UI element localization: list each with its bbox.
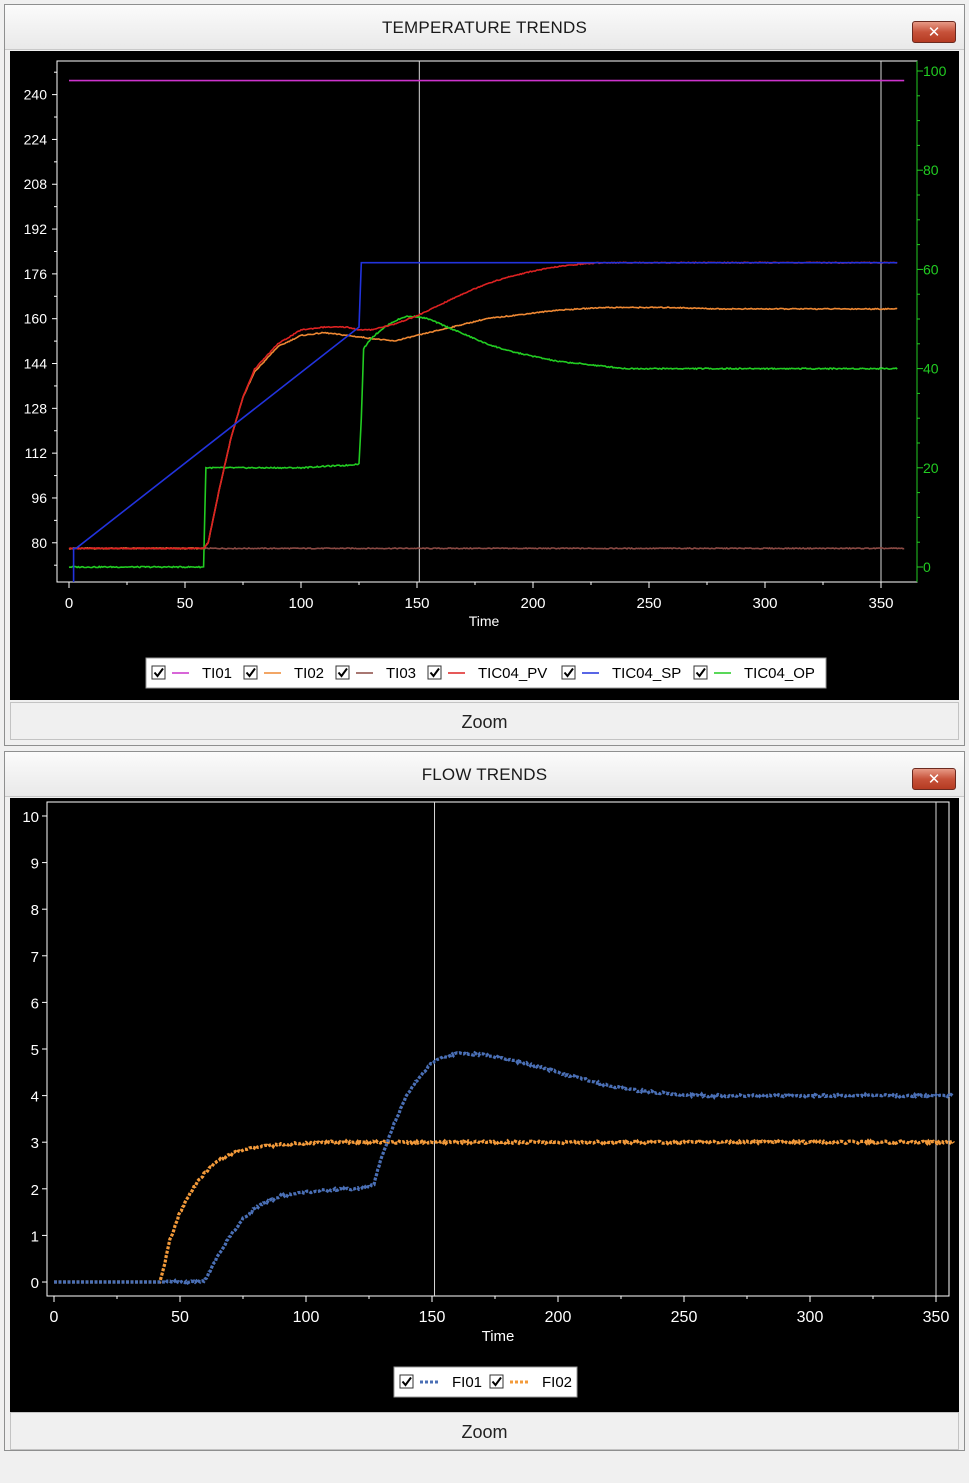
legend-label-fi02: FI02 [542, 1374, 572, 1391]
y-tick-label: 5 [31, 1042, 39, 1059]
temperature-zoom-label: Zoom [461, 712, 508, 732]
temperature-legend [145, 657, 827, 689]
x-axis-label: Time [482, 1328, 515, 1345]
series-fi02-line [54, 1138, 955, 1284]
legend-checkbox-tic04_pv [427, 665, 442, 680]
x-tick-label: 350 [868, 595, 893, 612]
legend-checkbox-ti01 [151, 665, 166, 680]
y-tick-label: 4 [31, 1089, 39, 1106]
y-tick-label: 112 [25, 445, 48, 461]
y2-tick-label: 60 [923, 261, 939, 277]
temperature-chart[interactable]: 80 96 112 128 144 160 176 192 208 224 240 0 20 40 60 80… [10, 51, 959, 700]
temperature-close-button[interactable]: ✕ [912, 21, 956, 43]
flow-zoom-label: Zoom [461, 1422, 508, 1442]
legend-checkbox-fi01 [399, 1374, 414, 1389]
flow-plot-area[interactable]: 0 1 2 3 4 5 6 7 8 9 10 0 50 100 150 200 250 300 350 Time FI0… [10, 798, 959, 1412]
flow-zoom-button[interactable]: Zoom [10, 1412, 959, 1450]
x-tick-label: 0 [50, 1309, 59, 1326]
legend-label-ti01: TI01 [202, 665, 232, 682]
y2-tick-label: 20 [923, 460, 939, 476]
y-tick-label: 224 [24, 131, 48, 147]
flow-legend [393, 1366, 578, 1398]
y-tick-label: 10 [22, 809, 39, 826]
y-tick-label: 3 [31, 1135, 39, 1152]
legend-checkbox-fi02 [489, 1374, 504, 1389]
legend-checkbox-tic04_op [693, 665, 708, 680]
y-tick-label: 176 [24, 266, 48, 282]
temperature-zoom-button[interactable]: Zoom [10, 702, 959, 740]
legend-label-tic04_sp: TIC04_SP [612, 665, 681, 682]
series-tic04_pv-line [68, 261, 898, 550]
y-tick-label: 128 [24, 400, 48, 416]
y2-tick-label: 0 [923, 559, 931, 575]
y-tick-label: 6 [31, 995, 39, 1012]
x-axis-label: Time [469, 613, 500, 629]
legend-label-tic04_op: TIC04_OP [744, 665, 815, 682]
checkmark-icon [401, 1376, 412, 1387]
y-tick-label: 192 [24, 221, 48, 237]
y2-tick-label: 40 [923, 361, 939, 377]
x-tick-label: 50 [177, 595, 194, 612]
series-tic04_op-line [68, 314, 898, 569]
y-tick-label: 8 [31, 902, 39, 919]
temperature-plot-frame [56, 60, 918, 583]
x-tick-label: 200 [545, 1309, 572, 1326]
temperature-titlebar[interactable]: TEMPERATURE TRENDS ✕ [5, 5, 964, 50]
series-fi01-line [54, 1050, 955, 1286]
flow-plot-frame [46, 801, 950, 1297]
y-tick-label: 0 [31, 1275, 39, 1292]
x-tick-label: 50 [171, 1309, 189, 1326]
y-tick-label: 7 [31, 949, 39, 966]
legend-label-ti02: TI02 [294, 665, 324, 682]
series-tic04_sp-line [72, 261, 898, 582]
x-tick-label: 150 [419, 1309, 446, 1326]
checkmark-icon [337, 667, 348, 678]
checkmark-icon [245, 667, 256, 678]
flow-panel-title: FLOW TRENDS [421, 765, 548, 784]
temperature-plot-area[interactable]: 80 96 112 128 144 160 176 192 208 224 240 0 20 40 60 80… [10, 51, 959, 700]
checkmark-icon [153, 667, 164, 678]
x-tick-label: 100 [288, 595, 313, 612]
temperature-panel-title: TEMPERATURE TRENDS [381, 18, 588, 37]
y2-tick-label: 100 [923, 63, 947, 79]
close-icon: ✕ [927, 23, 941, 41]
x-tick-label: 0 [65, 595, 73, 612]
y-tick-label: 1 [31, 1228, 39, 1245]
x-tick-label: 100 [293, 1309, 320, 1326]
y-tick-label: 2 [31, 1182, 39, 1199]
y-tick-label: 240 [24, 87, 48, 103]
x-tick-label: 150 [404, 595, 429, 612]
legend-label-fi01: FI01 [452, 1374, 482, 1391]
series-ti03-line [68, 546, 905, 550]
y-tick-label: 208 [24, 176, 48, 192]
y-tick-label: 9 [31, 856, 39, 873]
y-tick-label: 80 [31, 535, 47, 551]
x-tick-label: 300 [752, 595, 777, 612]
legend-checkbox-tic04_sp [561, 665, 576, 680]
y-tick-label: 96 [31, 490, 47, 506]
legend-label-ti03: TI03 [386, 665, 416, 682]
checkmark-icon [429, 667, 440, 678]
checkmark-icon [695, 667, 706, 678]
y-tick-label: 160 [24, 311, 48, 327]
y2-tick-label: 80 [923, 162, 939, 178]
flow-trends-panel: FLOW TRENDS ✕ 0 1 2 3 4 5 6 7 8 9 10 0 50 100 150 200 25… [4, 751, 965, 1451]
x-tick-label: 250 [636, 595, 661, 612]
checkmark-icon [491, 1376, 502, 1387]
y-tick-label: 144 [24, 356, 48, 372]
legend-label-tic04_pv: TIC04_PV [478, 665, 547, 682]
legend-checkbox-ti03 [335, 665, 350, 680]
x-tick-label: 250 [671, 1309, 698, 1326]
legend-checkbox-ti02 [243, 665, 258, 680]
checkmark-icon [563, 667, 574, 678]
x-tick-label: 300 [797, 1309, 824, 1326]
flow-titlebar[interactable]: FLOW TRENDS ✕ [5, 752, 964, 797]
x-tick-label: 350 [923, 1309, 950, 1326]
x-tick-label: 200 [520, 595, 545, 612]
flow-close-button[interactable]: ✕ [912, 768, 956, 790]
close-icon: ✕ [927, 770, 941, 788]
temperature-trends-panel: TEMPERATURE TRENDS ✕ 80 96 112 128 144 160 176… [4, 4, 965, 746]
